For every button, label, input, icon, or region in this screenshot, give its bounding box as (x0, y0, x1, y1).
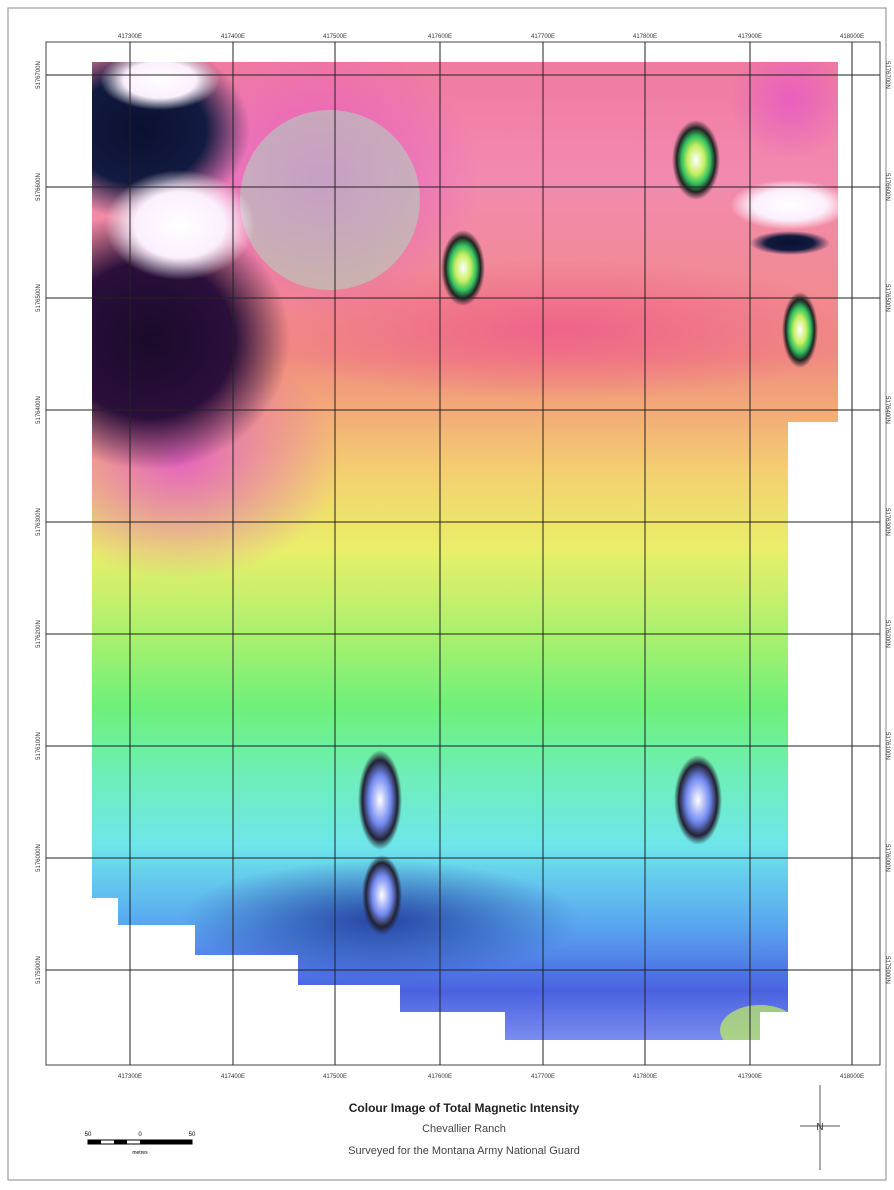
y-label: 5176600N (36, 173, 42, 201)
y-label: 5176700N (884, 61, 890, 89)
scale-bar: 50 0 50 metres (85, 1132, 196, 1156)
x-label: 417400E (221, 1074, 245, 1080)
y-label: 5176400N (884, 396, 890, 424)
x-label: 417800E (633, 1074, 657, 1080)
scale-label: 50 (85, 1132, 92, 1138)
scale-unit: metres (132, 1150, 148, 1156)
y-label: 5176100N (884, 732, 890, 760)
y-label: 5175900N (884, 956, 890, 984)
x-label: 418000E (840, 34, 864, 40)
x-label: 417600E (428, 34, 452, 40)
y-label: 5176000N (884, 844, 890, 872)
map-note: Surveyed for the Montana Army National G… (348, 1145, 580, 1157)
x-label: 417700E (531, 1074, 555, 1080)
map-subtitle: Chevallier Ranch (422, 1123, 506, 1135)
x-label: 417300E (118, 1074, 142, 1080)
x-label: 417500E (323, 1074, 347, 1080)
y-label: 5176500N (884, 284, 890, 312)
y-label: 5176300N (36, 508, 42, 536)
scale-label: 0 (138, 1132, 142, 1138)
x-label: 417300E (118, 34, 142, 40)
y-label: 5176300N (884, 508, 890, 536)
x-label: 417900E (738, 1074, 762, 1080)
x-label: 418000E (840, 1074, 864, 1080)
map-page: 417300E 417400E 417500E 417600E 417700E 41780… (0, 0, 894, 1185)
north-label: N (816, 1122, 823, 1133)
y-label: 5175900N (36, 956, 42, 984)
y-label: 5176700N (36, 61, 42, 89)
y-label: 5176200N (36, 620, 42, 648)
x-label: 417600E (428, 1074, 452, 1080)
y-label: 5176200N (884, 620, 890, 648)
y-label: 5176000N (36, 844, 42, 872)
scale-label: 50 (189, 1132, 196, 1138)
y-label: 5176500N (36, 284, 42, 312)
north-arrow: N (800, 1085, 840, 1170)
map-title: Colour Image of Total Magnetic Intensity (349, 1101, 580, 1115)
x-label: 417700E (531, 34, 555, 40)
x-label: 417900E (738, 34, 762, 40)
y-label: 5176400N (36, 396, 42, 424)
magnetic-image (10, 40, 860, 1055)
x-label: 417500E (323, 34, 347, 40)
x-label: 417400E (221, 34, 245, 40)
x-label: 417800E (633, 34, 657, 40)
y-label: 5176100N (36, 732, 42, 760)
y-label: 5176600N (884, 173, 890, 201)
